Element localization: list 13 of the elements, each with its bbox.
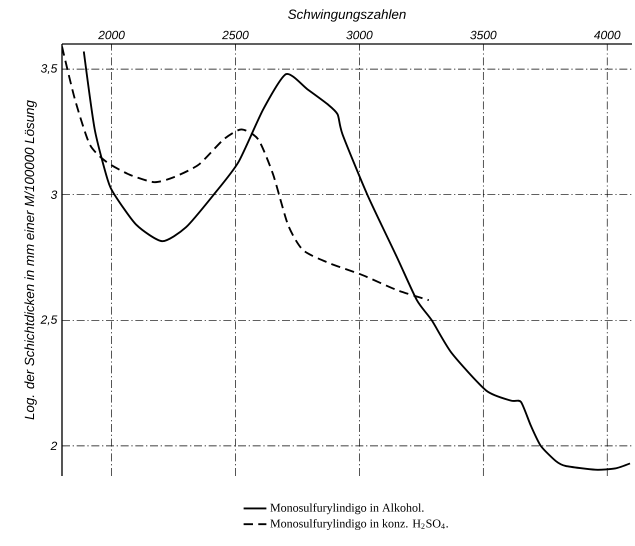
y-axis-title: Log. der Schichtdicken in mm einer M/100000 Lösung [24,100,37,420]
y-tick-label: 2,5 [40,315,58,326]
y-tick-label: 3 [50,190,58,199]
x-tick-label: 4000 [594,30,620,40]
x-tick-label: 2500 [222,30,249,40]
legend-label: Monosulfurylindigo in konz. H$_{2}$SO$_{4}$. [270,518,448,530]
x-tick-label: 3000 [346,30,373,40]
x-tick-label: 2000 [98,30,125,40]
y-tick-label: 2 [50,442,58,450]
x-axis-title: Schwingungszahlen [288,9,406,22]
x-tick-label: 3500 [470,30,497,40]
y-tick-label: 3,5 [40,64,58,74]
legend-label: Monosulfurylindigo in Alkohol. [270,503,424,514]
